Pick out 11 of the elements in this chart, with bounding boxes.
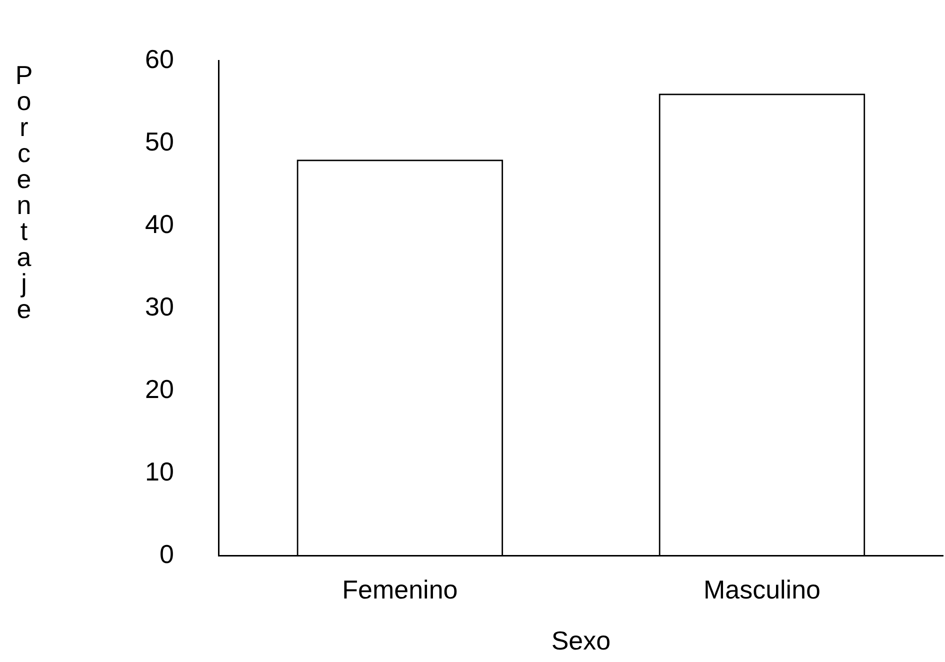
y-tick-label: 20	[145, 374, 174, 404]
y-tick-label: 50	[145, 126, 174, 156]
y-tick-label: 60	[145, 44, 174, 74]
y-tick-label: 30	[145, 291, 174, 322]
y-tick-label: 0	[159, 538, 174, 569]
y-axis-title: Porcentaje	[8, 60, 39, 320]
x-tick-label: Femenino	[342, 574, 458, 604]
x-axis-title: Sexo	[551, 626, 611, 656]
y-tick-label: 10	[145, 456, 174, 486]
y-tick-label: 40	[145, 208, 174, 239]
x-tick-label: Masculino	[703, 574, 821, 604]
